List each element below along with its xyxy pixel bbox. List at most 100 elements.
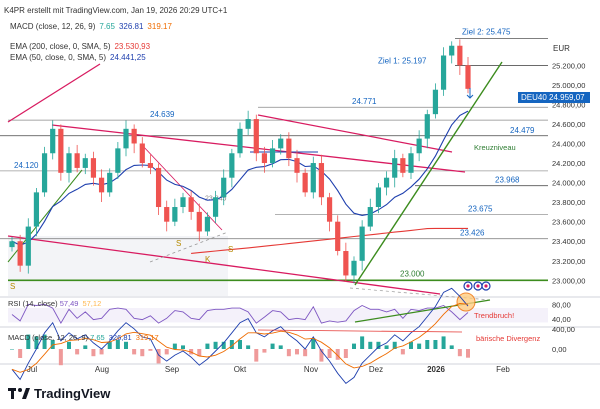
rsi-pane: Trendbruch! RSI (14, close) 57,49 57,12 80,…	[8, 292, 571, 325]
candle-body	[107, 172, 113, 193]
candle-body	[278, 138, 284, 149]
price-axis-label: 24.000,00	[552, 179, 585, 188]
macd-hist-bar	[229, 340, 234, 349]
candle-body	[237, 128, 243, 154]
marker-s: S	[10, 282, 15, 291]
macd-hist-bar	[83, 345, 88, 349]
candle-body	[204, 216, 211, 232]
rsi-header-value: 57,49	[60, 299, 79, 308]
macd-hist-bar	[295, 349, 299, 355]
macd-header-v2: 326,81	[109, 333, 132, 342]
time-axis: Jul Aug Sep Okt Nov Dez 2026 Feb	[27, 365, 511, 374]
macd-header: MACD (close, 12, 26, 9) 7.65 326.81 319.17	[10, 22, 172, 31]
candle-body	[139, 143, 145, 164]
price-badge-symbol: DEU40	[521, 93, 547, 102]
tradingview-logo[interactable]: TradingView	[8, 386, 110, 401]
time-axis-label: Feb	[496, 365, 510, 374]
macd-hist-bar	[58, 349, 63, 366]
macd-line	[11, 287, 469, 385]
macd-hist-bar	[67, 341, 71, 349]
macd-hist-bar	[26, 334, 31, 349]
candle-body	[416, 138, 422, 154]
macd-axis-label: 400,00	[552, 325, 575, 334]
time-axis-label: Jul	[27, 365, 37, 374]
candle-body	[465, 65, 471, 89]
rsi-header: RSI (14, close) 57,49 57,12	[8, 299, 101, 308]
candle-body	[310, 163, 316, 193]
level-label-23675: 23.675	[468, 204, 493, 213]
macd-hist-bar	[400, 349, 405, 355]
candle-body	[245, 119, 251, 129]
annotation-kreuzniveau: Kreuzniveau	[474, 143, 516, 152]
time-axis-label: Sep	[165, 365, 180, 374]
ema200-line	[191, 227, 468, 254]
price-axis-label: 25.200,00	[552, 61, 585, 70]
price-badge-value: 24.959,07	[549, 93, 585, 102]
macd-hist-bar	[205, 343, 210, 349]
candle-body	[123, 128, 129, 149]
candle-body	[261, 153, 268, 164]
rsi-breakout-circle	[456, 292, 476, 312]
price-axis-label: 23.000,00	[552, 276, 585, 285]
annotation-trendbruch: Trendbruch!	[474, 311, 514, 320]
divergence-line	[257, 329, 463, 333]
candle-body	[66, 153, 72, 173]
rsi-header-value-2: 57,12	[82, 299, 101, 308]
tradingview-logo-text: TradingView	[34, 386, 111, 401]
candle-body	[212, 197, 219, 217]
price-axis-label: 25.000,00	[552, 81, 585, 90]
rsi-line	[11, 303, 469, 325]
price-axis-label: 24.600,00	[552, 120, 585, 129]
price-axis-label: 23.200,00	[552, 257, 585, 266]
candle-body	[17, 241, 23, 266]
ema200-legend[interactable]: EMA (200, close, 0, SMA, 5) 23.530,93	[10, 42, 150, 51]
candle-body	[164, 207, 170, 222]
candle-body	[351, 260, 357, 276]
candle-body	[180, 197, 186, 208]
macd-header-label: MACD (close, 12, 26, 9)	[10, 22, 96, 31]
macd-header: MACD (close, 12, 26, 9) 7.65 326,81 319,17	[8, 333, 159, 342]
candle-body	[25, 226, 31, 266]
candle-body	[50, 128, 56, 154]
macd-hist-bar	[221, 341, 226, 349]
candle-body	[98, 177, 105, 193]
macd-hist-bar	[449, 345, 454, 349]
candles	[9, 39, 471, 284]
candle-body	[33, 192, 40, 227]
macd-hist-bar	[213, 341, 218, 349]
macd-hist-bar	[335, 349, 340, 360]
macd-hist-bar	[34, 336, 39, 349]
macd-header-v3: 319.17	[147, 22, 172, 31]
macd-hist-bar	[115, 340, 120, 349]
channel-lower	[7, 235, 441, 295]
candle-body	[74, 153, 80, 168]
candle-body	[432, 89, 439, 115]
macd-hist-bar	[311, 338, 316, 349]
candle-body	[188, 197, 194, 212]
rsi-axis-label: 40,00	[552, 315, 571, 324]
macd-hist-bar	[270, 343, 275, 349]
time-axis-label: Aug	[95, 365, 109, 374]
macd-hist-bar	[197, 349, 202, 357]
candle-body	[302, 172, 308, 193]
candle-body	[440, 55, 447, 90]
macd-hist-bar	[181, 345, 185, 349]
candle-body	[408, 153, 414, 173]
macd-hist-bar	[352, 343, 356, 349]
trendline-dashed	[149, 231, 229, 263]
macd-axis-label: 0,00	[552, 345, 567, 354]
macd-hist-bar	[124, 341, 128, 349]
event-marker-dot	[476, 284, 480, 288]
currency-label: EUR	[553, 44, 570, 53]
candle-body	[147, 163, 154, 168]
level-label-23000: 23.000	[400, 269, 425, 278]
price-axis-label: 24.400,00	[552, 139, 585, 148]
macd-hist-bar	[18, 349, 23, 358]
level-label-23426: 23.426	[460, 229, 485, 238]
macd-hist-bar	[384, 345, 389, 349]
candle-body	[131, 128, 137, 144]
macd-hist-bar	[140, 349, 145, 357]
ema50-legend[interactable]: EMA (50, close, 0, SMA, 5) 24.441,25	[10, 53, 146, 62]
candle-body	[58, 128, 64, 173]
